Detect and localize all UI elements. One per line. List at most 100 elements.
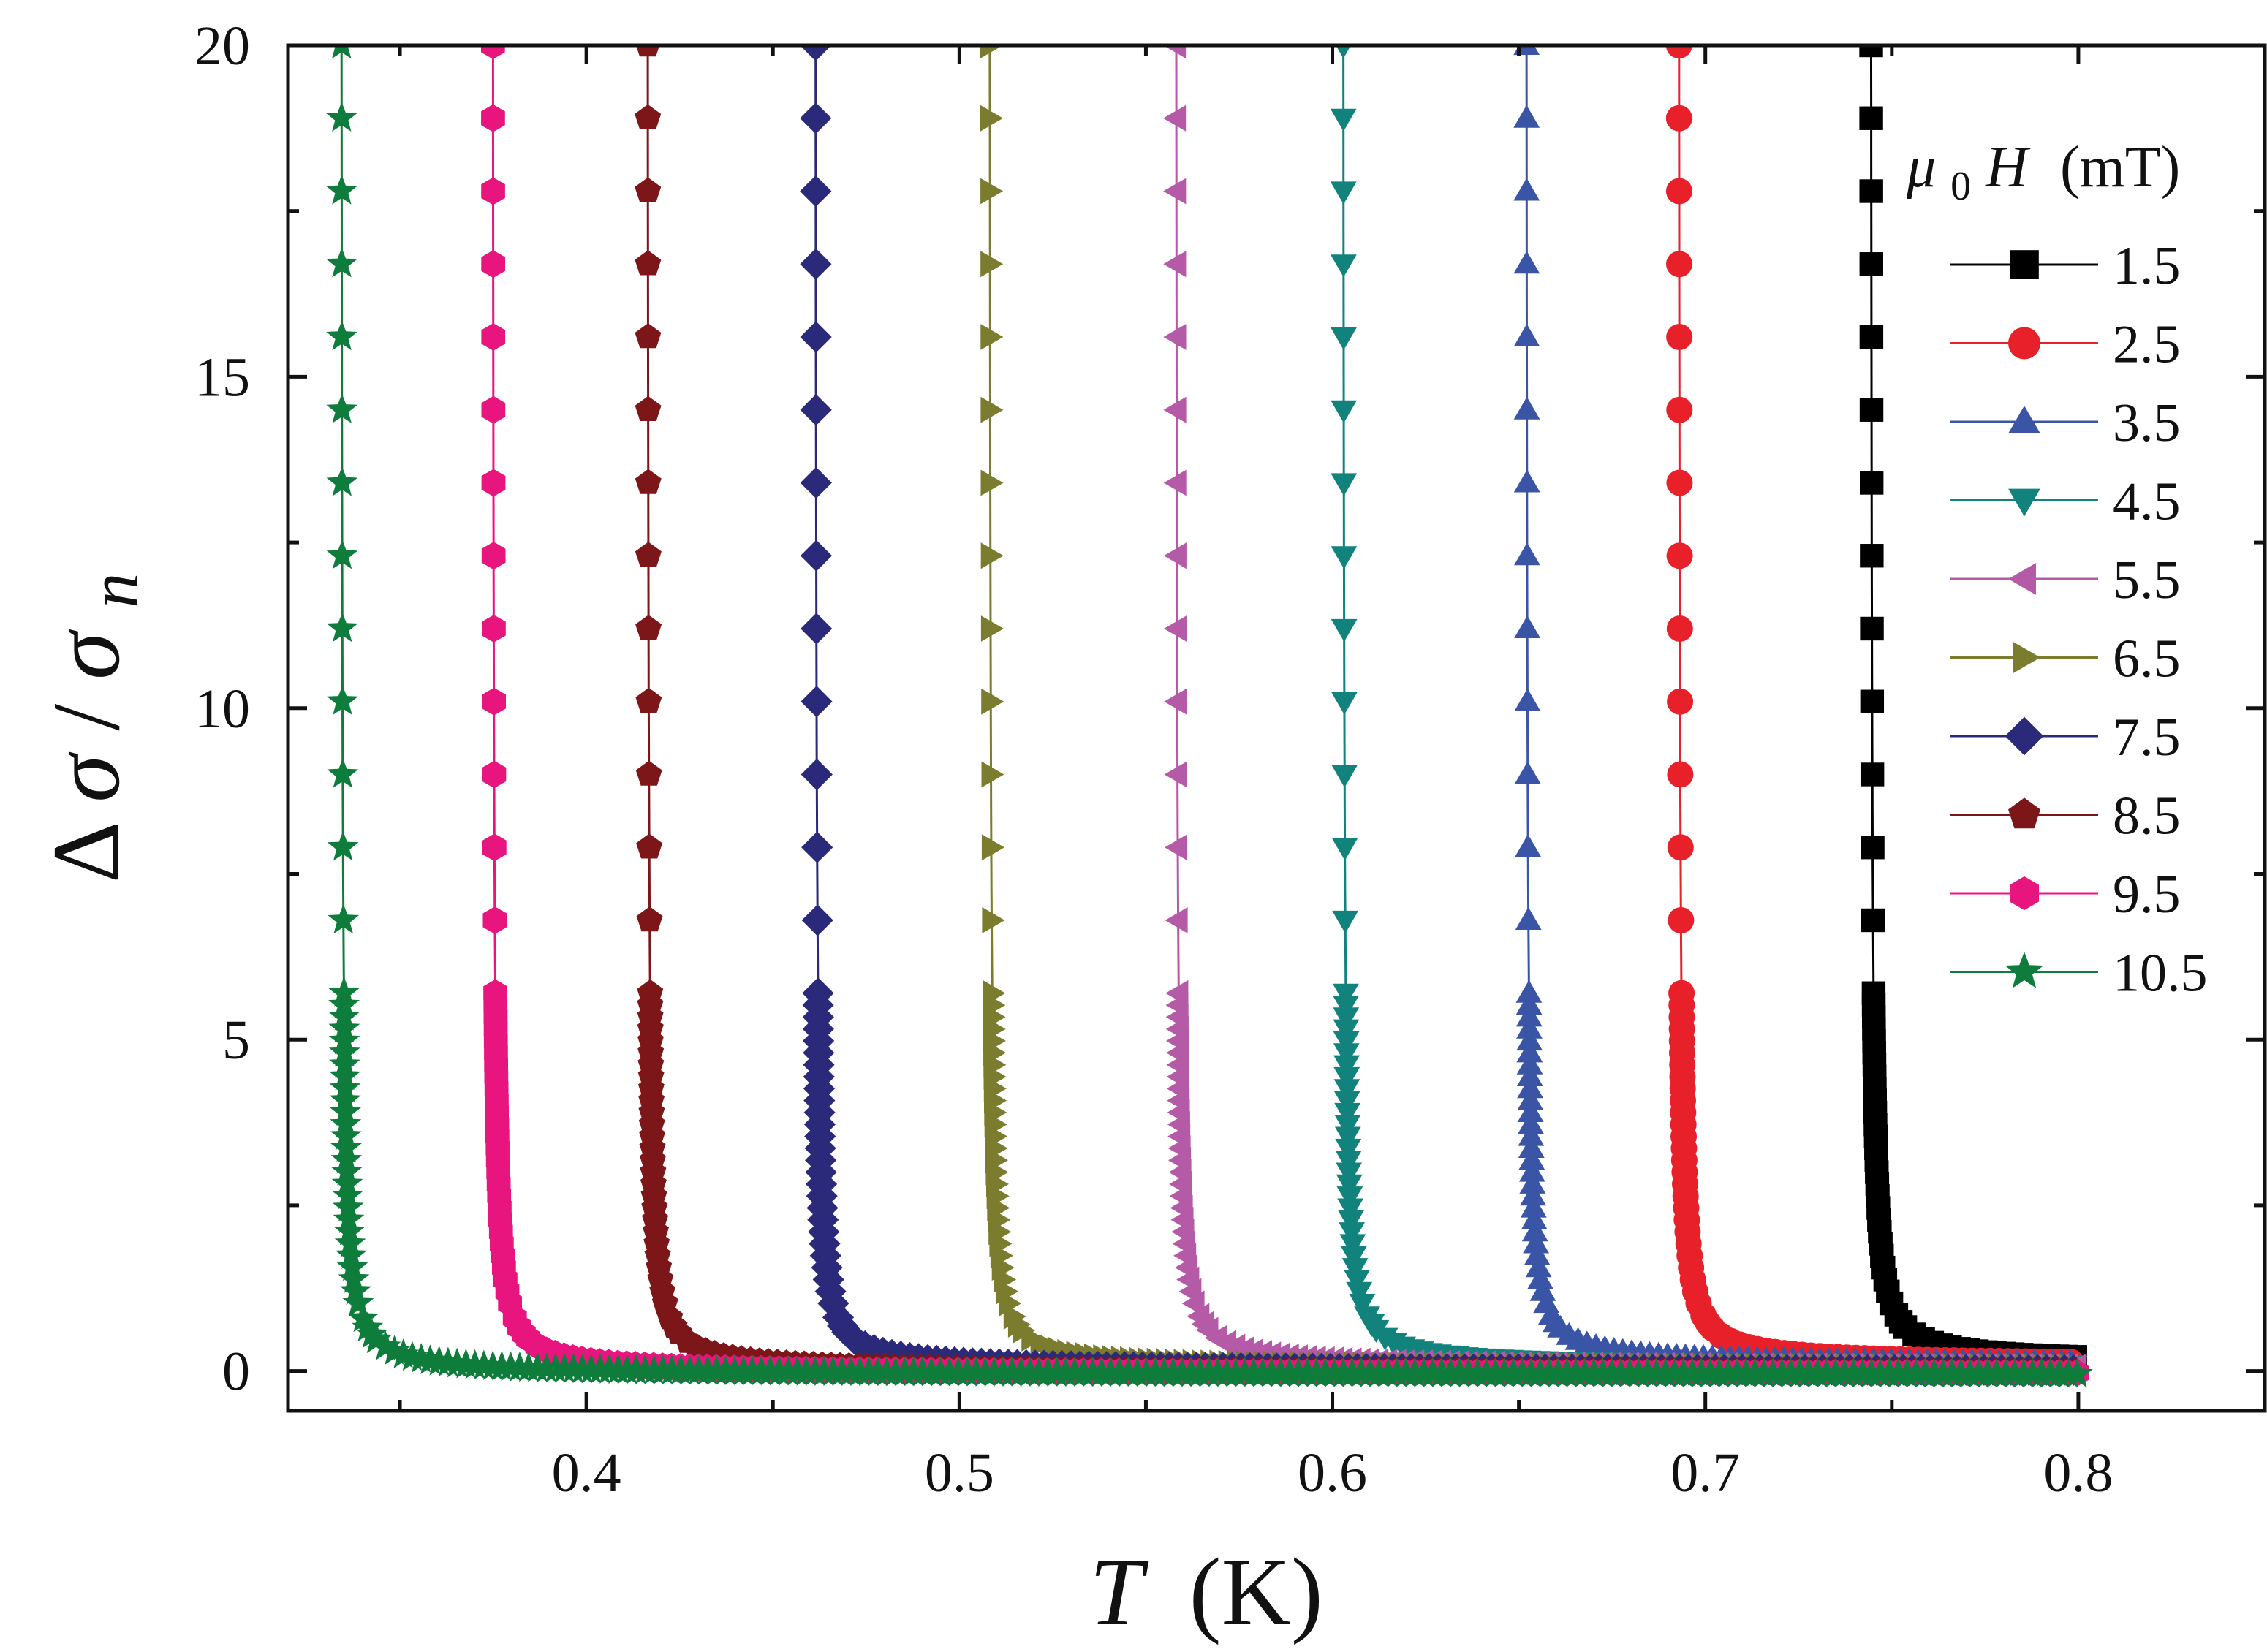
- data-point: [1516, 1015, 1543, 1039]
- data-point: [635, 615, 662, 640]
- data-point: [1333, 1055, 1360, 1078]
- data-point: [1341, 1258, 1369, 1281]
- data-point: [1163, 396, 1187, 423]
- data-point: [352, 1311, 384, 1342]
- legend-label: 4.5: [2113, 472, 2181, 532]
- data-point: [1346, 1281, 1373, 1305]
- data-point: [1520, 1194, 1547, 1218]
- data-point: [1163, 45, 1187, 58]
- x-tick-label: 0.5: [925, 1442, 994, 1504]
- data-point: [356, 1318, 388, 1349]
- data-point: [2062, 1357, 2093, 1388]
- data-point: [1527, 1266, 1554, 1289]
- data-point: [1521, 1219, 1548, 1242]
- x-tick-label: 0.8: [2043, 1442, 2113, 1504]
- data-point: [1336, 1162, 1363, 1186]
- data-point: [328, 903, 360, 934]
- series-layer: [325, 45, 2093, 1388]
- data-point: [1334, 1102, 1360, 1126]
- legend-item: 3.5: [1950, 393, 2181, 453]
- data-point: [800, 394, 832, 426]
- data-point: [980, 324, 1004, 350]
- data-point: [636, 906, 663, 932]
- data-point: [369, 1330, 401, 1360]
- legend-marker: [2008, 797, 2040, 829]
- data-point: [800, 539, 833, 572]
- data-point: [1334, 1126, 1361, 1150]
- data-point: [1518, 1123, 1545, 1146]
- data-point: [481, 542, 506, 570]
- data-point: [635, 469, 662, 494]
- data-point: [800, 321, 832, 353]
- data-point: [1164, 761, 1187, 788]
- data-point: [1331, 473, 1358, 496]
- data-point: [635, 250, 662, 276]
- data-point: [1164, 688, 1187, 715]
- data-point: [1163, 542, 1187, 569]
- data-point: [326, 612, 358, 643]
- data-point: [347, 1302, 379, 1333]
- data-point: [325, 102, 357, 132]
- data-point: [1333, 983, 1359, 1007]
- x-tick-label: 0.6: [1298, 1442, 1367, 1504]
- data-point: [1163, 324, 1187, 350]
- legend-item: 6.5: [1950, 629, 2181, 689]
- series-10.5: [325, 45, 2093, 1388]
- data-point: [326, 320, 357, 351]
- x-tick-label: 0.4: [552, 1442, 621, 1504]
- data-point: [1514, 761, 1541, 784]
- data-point: [980, 105, 1003, 132]
- data-point: [1666, 615, 1693, 642]
- data-point: [1331, 618, 1358, 642]
- data-point: [635, 687, 662, 713]
- data-point: [1517, 1075, 1543, 1099]
- data-point: [1339, 1234, 1366, 1257]
- data-point: [1516, 1064, 1543, 1086]
- x-tick-label: 0.7: [1670, 1442, 1740, 1504]
- data-point: [1666, 396, 1693, 423]
- legend-label: 9.5: [2113, 865, 2181, 925]
- data-point: [1335, 1151, 1362, 1174]
- data-point: [1518, 1111, 1544, 1134]
- data-point: [1667, 834, 1694, 861]
- data-point: [982, 907, 1005, 933]
- data-point: [482, 760, 507, 789]
- data-point: [1665, 105, 1692, 132]
- data-point: [1336, 1186, 1363, 1210]
- y-tick-label: 20: [194, 15, 250, 77]
- data-point: [635, 542, 662, 567]
- data-point: [981, 761, 1004, 788]
- data-point: [981, 688, 1004, 715]
- data-point: [800, 466, 832, 499]
- legend-marker: [2005, 716, 2044, 756]
- data-point: [1667, 761, 1694, 788]
- y-tick-label: 0: [222, 1341, 250, 1403]
- data-point: [1666, 542, 1693, 569]
- data-point: [1330, 108, 1357, 132]
- data-point: [981, 834, 1004, 861]
- data-point: [1331, 765, 1358, 788]
- data-point: [336, 1251, 368, 1281]
- data-point: [1525, 1254, 1552, 1278]
- data-point: [980, 615, 1004, 642]
- data-point: [1665, 178, 1692, 205]
- data-point: [326, 175, 357, 205]
- data-point: [1513, 469, 1540, 493]
- data-point: [1340, 1246, 1367, 1269]
- data-point: [360, 1323, 393, 1354]
- data-point: [1523, 1230, 1549, 1254]
- legend-marker: [2005, 952, 2044, 988]
- y-axis-label-delta: Δ: [32, 825, 140, 883]
- legend-item: 9.5: [1950, 865, 2181, 925]
- legend-marker: [2008, 406, 2040, 433]
- data-point: [1529, 1278, 1556, 1301]
- data-point: [1333, 1091, 1360, 1114]
- data-point: [481, 104, 505, 132]
- legend-label: 7.5: [2113, 708, 2181, 768]
- data-point: [1859, 179, 1883, 203]
- data-point: [635, 323, 662, 349]
- legend-label: 5.5: [2113, 550, 2181, 610]
- y-tick-label: 10: [194, 678, 250, 740]
- data-point: [1518, 1159, 1545, 1182]
- data-point: [1163, 178, 1187, 205]
